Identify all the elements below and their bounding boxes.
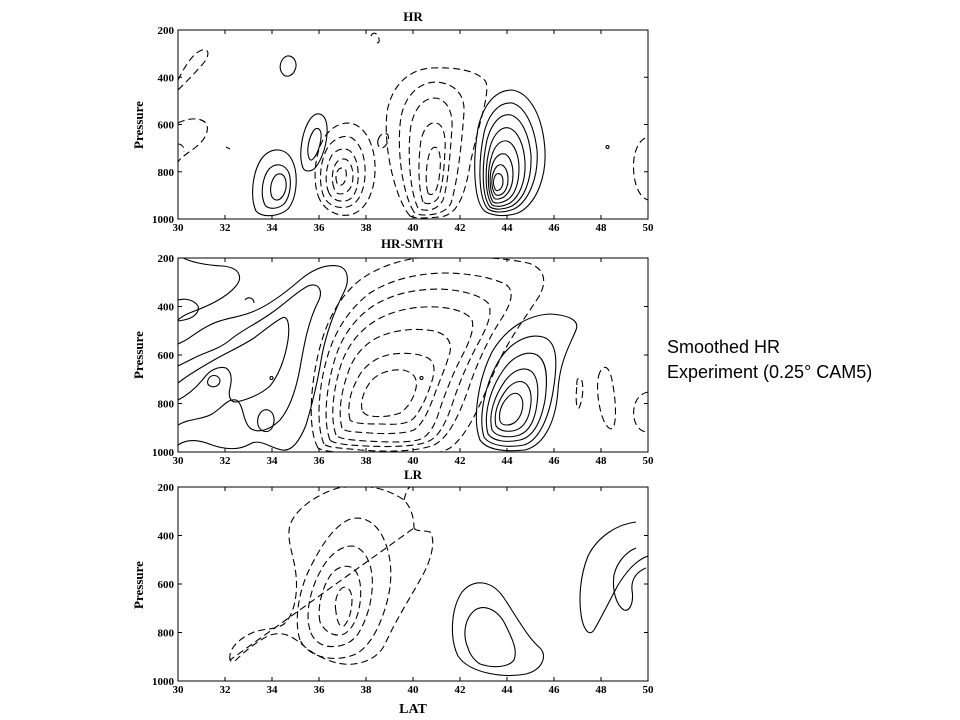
hr-positive-dot-left [225,146,231,150]
panel-hr-smth-yticks: 200 400 600 800 1000 [152,253,648,459]
panel-hr-xtick-label: 46 [549,222,561,234]
panel-hr-ytick-label: 200 [158,25,175,37]
hr-positive-36 [300,113,328,172]
panel-lr-contours [229,487,648,676]
panel-hr-ytick-label: 800 [158,167,175,179]
hr-smth-positive [178,258,578,452]
panel-lr-ytick-label: 1000 [152,676,175,688]
panel-hr-smth-xtick-label: 48 [596,455,608,467]
panel-hr-xtick-label: 40 [408,222,420,234]
panel-hr-smth-xtick-label: 34 [267,455,279,467]
panel-lr-yticks: 200 400 600 800 1000 [152,482,648,688]
panel-hr-ytick-label: 1000 [152,214,175,226]
panel-hr-smth-ytick-label: 1000 [152,447,175,459]
panel-hr-title: HR [403,9,423,24]
panel-hr-xtick-label: 44 [502,222,514,234]
panel-hr-xtick-label: 36 [314,222,326,234]
panel-lr-xticks: 30 32 34 36 38 40 42 44 46 48 50 [173,487,655,696]
lr-positive [451,521,648,676]
panel-lr-frame [177,486,649,682]
panel-hr-smth-contours [178,258,648,452]
panel-hr-smth-xtick-label: 36 [314,455,326,467]
panel-hr-contours [178,32,648,219]
panel-lr-xlabel: LAT [399,702,427,717]
panel-hr-smth-title: HR-SMTH [381,236,443,251]
panel-hr-frame [177,29,649,220]
panel-hr-smth-xtick-label: 42 [455,455,467,467]
panel-hr-smth-xtick-label: 38 [361,455,373,467]
panel-lr-ylabel: Pressure [131,561,146,609]
panel-hr-xtick-label: 50 [643,222,655,234]
panel-lr-xtick-label: 48 [596,684,608,696]
caption: Smoothed HR Experiment (0.25° CAM5) [667,335,872,385]
panel-lr-xtick-label: 36 [314,684,326,696]
panel-lr-xtick-label: 42 [455,684,467,696]
panel-hr-smth-ytick-label: 200 [158,253,175,265]
panel-lr-xtick-label: 30 [173,684,185,696]
panel-hr: HR Pressure 200 400 600 800 1000 30 32 34 36 38 4… [131,9,654,234]
panel-lr-ytick-label: 400 [158,531,175,543]
lr-negative [229,487,434,665]
panel-hr-smth-xticks: 30 32 34 36 38 40 42 44 46 48 50 [173,258,655,467]
panel-hr-yticks: 200 400 600 800 1000 [152,25,648,226]
hr-positive-34 [252,149,297,217]
panel-hr-smth-xtick-label: 32 [220,455,232,467]
panel-lr-xtick-label: 38 [361,684,373,696]
panel-hr-smth-ytick-label: 400 [158,302,175,314]
panel-lr-ytick-label: 800 [158,628,175,640]
panel-hr-smth-xtick-label: 50 [643,455,655,467]
panel-lr-xtick-label: 50 [643,684,655,696]
panel-hr-xtick-label: 48 [596,222,608,234]
hr-positive-core [474,89,546,217]
panel-hr-smth-ytick-label: 600 [158,350,175,362]
panel-hr-smth-xtick-label: 44 [502,455,514,467]
panel-hr-smth-ytick-label: 800 [158,399,175,411]
panel-hr-xtick-label: 32 [220,222,232,234]
panel-hr-xtick-label: 42 [455,222,467,234]
panel-hr-ylabel: Pressure [131,101,146,149]
hr-positive-small [279,55,297,77]
panel-lr-xtick-label: 34 [267,684,279,696]
caption-line-1: Smoothed HR [667,337,781,357]
panel-lr-xtick-label: 40 [408,684,420,696]
panel-lr-ytick-label: 200 [158,482,175,494]
panel-lr: LR Pressure 200 400 600 800 1000 30 32 34 36 38 4… [131,467,654,717]
panel-hr-xticks: 30 32 34 36 38 40 42 44 46 48 50 [173,30,655,234]
panel-hr-smth: HR-SMTH Pressure 200 400 600 800 1000 30 32 34… [131,236,654,467]
panel-hr-ytick-label: 600 [158,120,175,132]
hr-smth-negative [310,258,648,452]
panel-hr-smth-xtick-label: 40 [408,455,420,467]
panel-hr-ytick-label: 400 [158,72,175,84]
panel-lr-title: LR [404,467,423,482]
hr-positive-dot-right [605,144,610,150]
panel-hr-xtick-label: 30 [173,222,185,234]
caption-line-2: Experiment (0.25° CAM5) [667,362,873,382]
panel-hr-xtick-label: 38 [361,222,373,234]
panel-lr-ytick-label: 600 [158,579,175,591]
panel-hr-smth-ylabel: Pressure [131,331,146,379]
hr-negative [178,32,648,219]
panel-hr-smth-xtick-label: 46 [549,455,561,467]
panel-lr-xtick-label: 44 [502,684,514,696]
panel-hr-xtick-label: 34 [267,222,279,234]
panel-hr-smth-frame [177,257,649,453]
panel-lr-xtick-label: 46 [549,684,561,696]
panel-hr-smth-xtick-label: 30 [173,455,185,467]
panel-lr-xtick-label: 32 [220,684,232,696]
